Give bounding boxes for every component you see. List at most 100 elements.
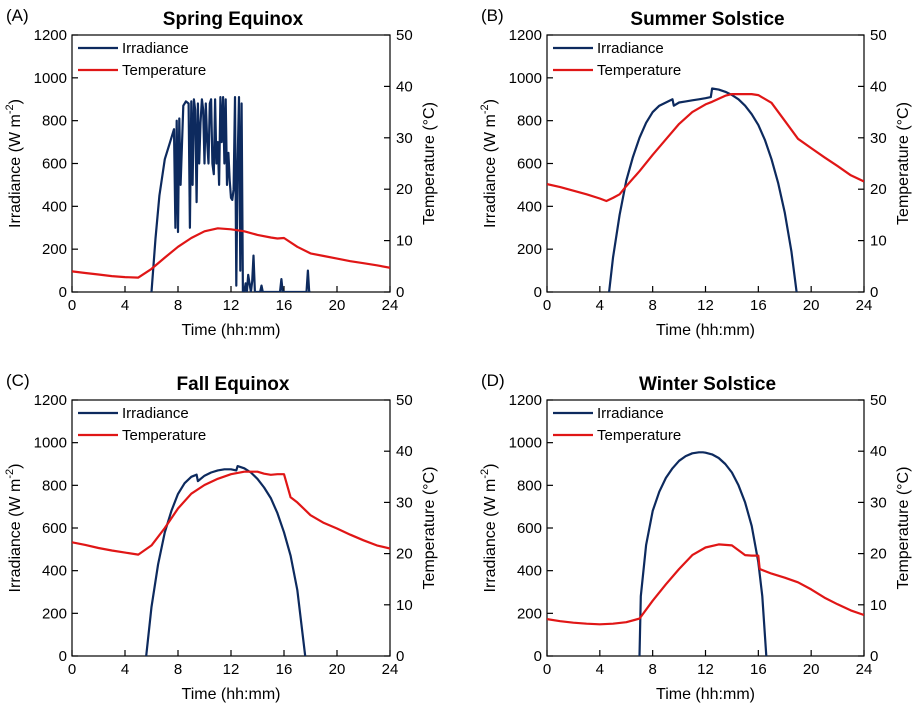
chart-title: Winter Solstice — [639, 374, 776, 395]
legend-label-irradiance: Irradiance — [597, 405, 664, 422]
y-axis-label-main: Irradiance (W m — [482, 479, 499, 593]
panel-label: (C) — [6, 371, 30, 390]
y2-tick-label: 30 — [870, 494, 887, 511]
y2-tick-label: 20 — [396, 546, 413, 563]
legend-label-temperature: Temperature — [122, 427, 206, 444]
y-tick-label: 1200 — [509, 27, 542, 44]
series-line-temperature — [72, 470, 390, 556]
y2-tick-label: 50 — [396, 27, 413, 44]
plot-frame — [546, 34, 865, 293]
y-axis-label: Irradiance (W m-2) — [479, 464, 499, 593]
y2-tick-label: 50 — [870, 27, 887, 44]
x-tick-label: 16 — [750, 661, 767, 678]
y-axis-label-sup: -2 — [4, 104, 16, 114]
x-tick-label: 8 — [648, 661, 656, 678]
x-tick-label: 16 — [750, 297, 767, 314]
y-tick-label: 600 — [517, 520, 542, 537]
y-tick-label: 800 — [42, 477, 67, 494]
y-tick-label: 1000 — [509, 70, 542, 87]
x-axis-label: Time (hh:mm) — [656, 322, 755, 339]
panel-D: 0 4 8 12 16 20 2402004006008001000120001020304… — [479, 371, 912, 703]
y-tick-label: 1000 — [34, 435, 67, 452]
y-axis-label-close: ) — [482, 99, 499, 104]
x-tick-label: 8 — [174, 661, 182, 678]
y2-tick-label: 20 — [870, 546, 887, 563]
x-tick-label: 0 — [543, 661, 551, 678]
y-axis-label: Irradiance (W m-2) — [4, 99, 24, 228]
panel-A: 0 4 8 12 16 20 2402004006008001000120001020304… — [4, 6, 438, 339]
chart-title: Fall Equinox — [177, 374, 290, 395]
y2-tick-label: 40 — [396, 78, 413, 95]
x-tick-label: 4 — [121, 297, 129, 314]
y-axis-label-close: ) — [7, 464, 24, 469]
y-tick-label: 200 — [517, 605, 542, 622]
y2-tick-label: 30 — [396, 494, 413, 511]
x-tick-label: 0 — [68, 661, 76, 678]
y-tick-label: 200 — [42, 241, 67, 258]
y-axis-label: Irradiance (W m-2) — [479, 99, 499, 228]
x-tick-label: 20 — [329, 661, 346, 678]
plot-frame — [71, 34, 391, 293]
x-tick-label: 12 — [223, 661, 240, 678]
y-tick-label: 1200 — [34, 27, 67, 44]
series-line-temperature — [547, 543, 864, 626]
y2-tick-label: 20 — [870, 181, 887, 198]
y-axis-label-sup: -2 — [4, 469, 16, 479]
x-tick-label: 4 — [596, 661, 604, 678]
legend-label-temperature: Temperature — [597, 427, 681, 444]
x-tick-label: 4 — [121, 661, 129, 678]
y-tick-label: 800 — [517, 113, 542, 130]
series-line-irradiance — [608, 87, 798, 292]
y2-axis-label: Temperature (°C) — [895, 102, 912, 225]
y2-tick-label: 30 — [396, 130, 413, 147]
y-axis-label-sup: -2 — [479, 104, 491, 114]
panel-label: (A) — [6, 6, 29, 25]
legend-label-irradiance: Irradiance — [122, 405, 189, 422]
y-axis-label-main: Irradiance (W m — [7, 114, 24, 228]
y2-tick-label: 30 — [870, 130, 887, 147]
x-tick-label: 12 — [697, 661, 714, 678]
x-tick-label: 24 — [856, 661, 873, 678]
y-tick-label: 600 — [42, 156, 67, 173]
y-tick-label: 0 — [59, 284, 67, 301]
y2-tick-label: 10 — [870, 597, 887, 614]
series-line-irradiance — [638, 451, 768, 656]
series-line-irradiance — [150, 95, 311, 292]
y-tick-label: 200 — [517, 241, 542, 258]
y2-tick-label: 0 — [396, 648, 404, 665]
y-tick-label: 1200 — [509, 392, 542, 409]
y-tick-label: 0 — [534, 648, 542, 665]
y2-axis-label: Temperature (°C) — [421, 467, 438, 590]
y-axis-label: Irradiance (W m-2) — [4, 464, 24, 593]
y2-tick-label: 10 — [396, 233, 413, 250]
y-tick-label: 600 — [42, 520, 67, 537]
y-tick-label: 1000 — [509, 435, 542, 452]
legend-label-temperature: Temperature — [122, 62, 206, 79]
y-axis-label-main: Irradiance (W m — [482, 114, 499, 228]
y-tick-label: 600 — [517, 156, 542, 173]
series-line-temperature — [547, 92, 864, 203]
series-line-temperature — [72, 227, 390, 279]
legend-label-irradiance: Irradiance — [597, 40, 664, 57]
panel-label: (B) — [481, 6, 504, 25]
y-axis-label-close: ) — [482, 464, 499, 469]
y-tick-label: 1000 — [34, 70, 67, 87]
y-tick-label: 400 — [42, 563, 67, 580]
series-line-irradiance — [145, 465, 307, 656]
x-tick-label: 4 — [596, 297, 604, 314]
x-axis-label: Time (hh:mm) — [182, 322, 281, 339]
y-tick-label: 800 — [517, 477, 542, 494]
x-tick-label: 8 — [648, 297, 656, 314]
y-tick-label: 0 — [534, 284, 542, 301]
panel-B: 0 4 8 12 16 20 2402004006008001000120001020304… — [479, 6, 912, 339]
y-axis-label-sup: -2 — [479, 469, 491, 479]
x-tick-label: 8 — [174, 297, 182, 314]
y2-axis-label: Temperature (°C) — [421, 102, 438, 225]
x-tick-label: 24 — [856, 297, 873, 314]
y2-tick-label: 50 — [870, 392, 887, 409]
x-tick-label: 24 — [382, 297, 399, 314]
y-axis-label-close: ) — [7, 99, 24, 104]
y2-tick-label: 0 — [870, 284, 878, 301]
y-tick-label: 800 — [42, 113, 67, 130]
